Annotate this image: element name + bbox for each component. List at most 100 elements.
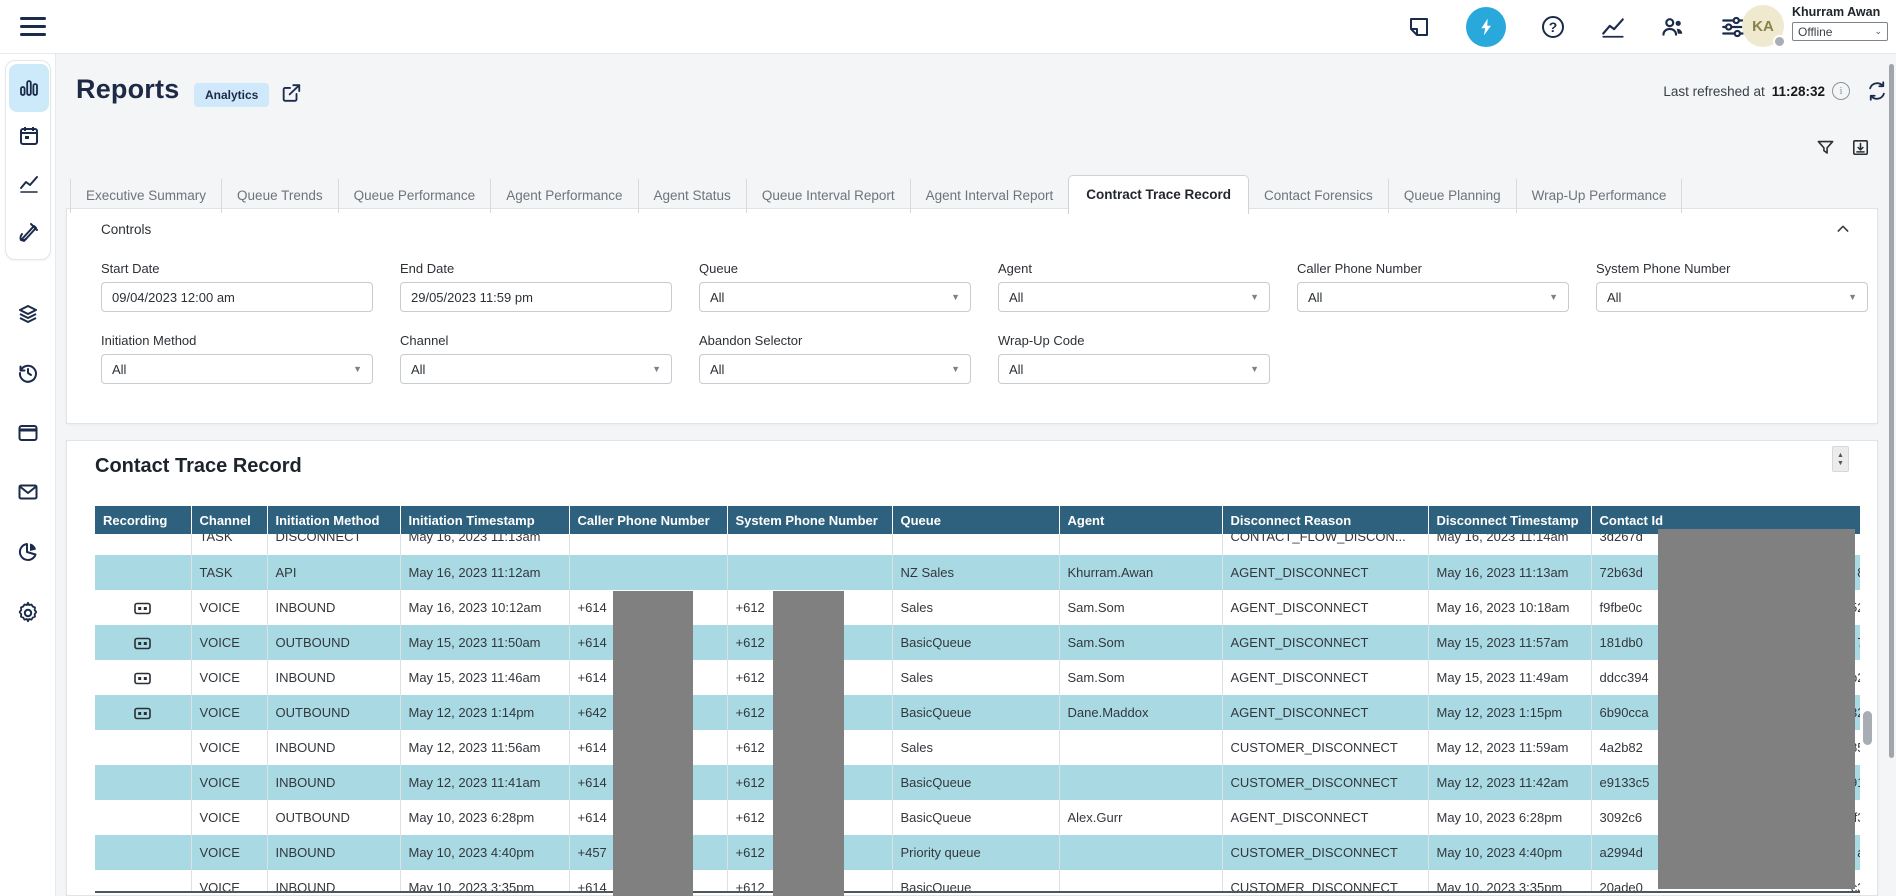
tab-queue-trends[interactable]: Queue Trends xyxy=(221,179,338,213)
tab-contact-forensics[interactable]: Contact Forensics xyxy=(1264,188,1373,203)
sidebar-item-history[interactable] xyxy=(6,351,50,395)
cell-agent: Sam.Som xyxy=(1059,590,1223,625)
sidebar-item-calendar[interactable] xyxy=(9,112,49,160)
col-header-caller-phone-number[interactable]: Caller Phone Number xyxy=(569,506,728,534)
field-queue: Queue All ▼ xyxy=(699,261,971,312)
field-label: Abandon Selector xyxy=(699,333,803,348)
sidebar-item-settings[interactable] xyxy=(6,591,50,635)
cell-agent xyxy=(1059,730,1223,765)
tab-contract-trace-record[interactable]: Contract Trace Record xyxy=(1068,175,1250,214)
cell-disconnect-timestamp: May 16, 2023 11:13am xyxy=(1428,555,1592,590)
field-label: Initiation Method xyxy=(101,333,197,348)
cell-recording[interactable] xyxy=(95,660,192,695)
info-icon[interactable]: i xyxy=(1832,82,1850,100)
sidebar-item-window[interactable] xyxy=(6,411,50,455)
avatar[interactable]: KA xyxy=(1742,5,1786,48)
col-header-recording[interactable]: Recording xyxy=(95,506,192,534)
input-end-date[interactable]: 29/05/2023 11:59 pm xyxy=(400,282,672,312)
col-header-system-phone-number[interactable]: System Phone Number xyxy=(727,506,893,534)
cell-initiation-timestamp: May 10, 2023 6:28pm xyxy=(400,800,570,835)
tab-queue-performance[interactable]: Queue Performance xyxy=(337,179,491,213)
chevron-down-icon: ▼ xyxy=(1250,364,1259,374)
tab-agent-status[interactable]: Agent Status xyxy=(637,179,746,213)
cell-recording xyxy=(95,555,192,590)
gear-icon xyxy=(18,601,38,623)
agent-status-select[interactable]: Offline ⌄ xyxy=(1792,22,1888,41)
select-queue[interactable]: All ▼ xyxy=(699,282,971,312)
cell-initiation-method: OUTBOUND xyxy=(267,625,401,660)
cell-initiation-timestamp: May 15, 2023 11:50am xyxy=(400,625,570,660)
select-abandon-selector[interactable]: All ▼ xyxy=(699,354,971,384)
select-system-phone-number[interactable]: All ▼ xyxy=(1596,282,1868,312)
table-row: TASK API May 16, 2023 11:12am NZ Sales Khurr… xyxy=(95,555,1860,590)
select-caller-phone-number[interactable]: All ▼ xyxy=(1297,282,1569,312)
tab-agent-performance[interactable]: Agent Performance xyxy=(490,179,637,213)
spinner-down-icon[interactable]: ▼ xyxy=(1837,459,1844,467)
page-scrollbar[interactable] xyxy=(1889,64,1894,758)
cell-queue: BasicQueue xyxy=(892,870,1060,891)
input-start-date[interactable]: 09/04/2023 12:00 am xyxy=(101,282,373,312)
field-value: All xyxy=(1009,289,1024,305)
external-link-icon[interactable] xyxy=(280,82,302,104)
select-agent[interactable]: All ▼ xyxy=(998,282,1270,312)
controls-grid: Start Date 09/04/2023 12:00 am End Date 29/… xyxy=(101,261,1868,384)
cell-recording[interactable] xyxy=(95,590,192,625)
chevron-down-icon: ▼ xyxy=(652,364,661,374)
collapse-chevron-icon[interactable] xyxy=(1835,221,1851,237)
sidebar-item-pie-chart[interactable] xyxy=(6,530,50,574)
select-initiation-method[interactable]: All ▼ xyxy=(101,354,373,384)
cell-disconnect-timestamp: May 10, 2023 3:35pm xyxy=(1428,870,1592,891)
cell-recording[interactable] xyxy=(95,625,192,660)
col-header-disconnect-reason[interactable]: Disconnect Reason xyxy=(1222,506,1429,534)
col-header-disconnect-timestamp[interactable]: Disconnect Timestamp xyxy=(1428,506,1592,534)
download-icon[interactable] xyxy=(1851,138,1870,157)
col-header-agent[interactable]: Agent xyxy=(1059,506,1223,534)
tab-agent-interval-report[interactable]: Agent Interval Report xyxy=(909,179,1069,213)
select-wrap-up-code[interactable]: All ▼ xyxy=(998,354,1270,384)
tab-queue-interval-report[interactable]: Queue Interval Report xyxy=(745,179,910,213)
settings-sliders-icon[interactable] xyxy=(1720,14,1746,40)
field-channel: Channel All ▼ xyxy=(400,333,672,384)
sidebar-item-metrics[interactable] xyxy=(9,160,49,208)
contact-id-fragment: a xyxy=(1857,835,1859,870)
user-box: KA Khurram Awan Offline ⌄ xyxy=(1742,5,1888,48)
col-header-initiation-method[interactable]: Initiation Method xyxy=(267,506,401,534)
users-icon[interactable] xyxy=(1660,14,1686,40)
sidebar-item-mail[interactable] xyxy=(6,470,50,514)
boost-bolt-icon[interactable] xyxy=(1466,7,1506,47)
col-header-queue[interactable]: Queue xyxy=(892,506,1060,534)
table-scrollbar-thumb[interactable] xyxy=(1863,711,1872,745)
cell-disconnect-reason: AGENT_DISCONNECT xyxy=(1222,590,1429,625)
col-header-channel[interactable]: Channel xyxy=(191,506,268,534)
hamburger-menu-icon[interactable] xyxy=(20,17,46,37)
cell-agent: Sam.Som xyxy=(1059,660,1223,695)
cell-recording[interactable] xyxy=(95,695,192,730)
table-row: VOICE INBOUND May 10, 2023 3:35pm +614 +612 B… xyxy=(95,870,1860,891)
field-value: All xyxy=(112,361,127,377)
cell-initiation-method: INBOUND xyxy=(267,590,401,625)
metrics-icon[interactable] xyxy=(1600,14,1626,40)
sidebar-item-design-tools[interactable] xyxy=(9,208,49,256)
select-channel[interactable]: All ▼ xyxy=(400,354,672,384)
help-icon[interactable]: ? xyxy=(1540,14,1566,40)
spinner-up-icon[interactable]: ▲ xyxy=(1837,451,1844,459)
sidebar-item-layers[interactable] xyxy=(6,292,50,336)
tab-executive-summary[interactable]: Executive Summary xyxy=(70,179,221,213)
table-header-row: Recording Channel Initiation Method Initiat… xyxy=(95,506,1860,534)
tab-queue-planning[interactable]: Queue Planning xyxy=(1387,179,1516,213)
chevron-down-icon: ▼ xyxy=(1549,292,1558,302)
note-icon[interactable] xyxy=(1406,14,1432,40)
field-label: Caller Phone Number xyxy=(1297,261,1423,276)
field-label: End Date xyxy=(400,261,455,276)
tab-wrap-up-performance[interactable]: Wrap-Up Performance xyxy=(1515,179,1683,213)
cell-queue: NZ Sales xyxy=(892,555,1060,590)
col-header-initiation-timestamp[interactable]: Initiation Timestamp xyxy=(400,506,570,534)
table-spinner[interactable]: ▲ ▼ xyxy=(1832,446,1849,472)
field-label: Channel xyxy=(400,333,449,348)
chevron-down-icon: ▼ xyxy=(1250,292,1259,302)
filter-icon[interactable] xyxy=(1816,138,1835,157)
sidebar-item-reports[interactable] xyxy=(9,64,49,112)
cell-queue xyxy=(892,534,1060,555)
analytics-badge: Analytics xyxy=(194,83,270,107)
refresh-icon[interactable] xyxy=(1866,80,1888,102)
